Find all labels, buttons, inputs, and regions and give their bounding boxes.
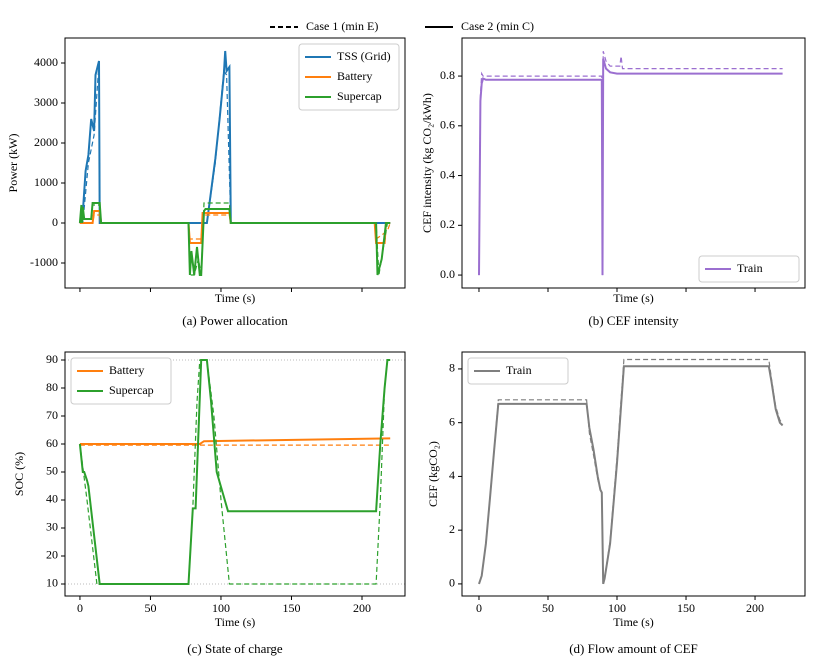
y-tick-label: 0.2 — [440, 217, 455, 231]
legend-label: Train — [506, 363, 532, 377]
y-tick-label: 20 — [46, 548, 58, 562]
x-tick-label: 100 — [212, 601, 230, 615]
y-tick-label: 60 — [46, 436, 58, 450]
series-line — [79, 214, 391, 241]
legend-label: Supercap — [337, 89, 382, 103]
y-tick-label: 8 — [449, 361, 455, 375]
y-axis-label: CEF intensity (kg CO₂/kWh) — [420, 93, 434, 233]
y-tick-label: 0 — [52, 215, 58, 229]
caption: (a) Power allocation — [182, 313, 288, 328]
panel: 10 20 30 40 50 60 70 80 90 0 50 100 150 200 Time (s) SO… — [12, 351, 406, 656]
series-line — [478, 51, 783, 276]
legend-box — [467, 357, 569, 385]
legend-label: Supercap — [109, 383, 154, 397]
y-axis-label: CEF (kgCO₂) — [426, 441, 440, 507]
x-tick-label: 200 — [746, 601, 764, 615]
x-tick-label: 100 — [608, 601, 626, 615]
legend-label: Case 2 (min C) — [461, 19, 534, 33]
y-tick-label: 30 — [46, 520, 58, 534]
y-tick-label: 2000 — [34, 135, 58, 149]
x-axis-label: Time (s) — [215, 615, 256, 629]
caption: (b) CEF intensity — [588, 313, 679, 328]
y-tick-label: 90 — [46, 352, 58, 366]
legend-label: Battery — [337, 69, 372, 83]
y-tick-label: 0.6 — [440, 118, 455, 132]
x-tick-label: 50 — [542, 601, 554, 615]
x-tick-label: 0 — [476, 601, 482, 615]
y-tick-label: 70 — [46, 408, 58, 422]
series-line — [78, 202, 391, 276]
series-line — [79, 50, 391, 224]
y-tick-label: 2 — [449, 522, 455, 536]
plot-frame — [461, 37, 806, 289]
legend-label: Battery — [109, 363, 144, 377]
panel: 0 2 4 6 8 0 50 100 150 200 Time (s) CEF (kgCO₂) (d) … — [426, 351, 806, 656]
series-line — [79, 359, 391, 585]
legend-label: Train — [737, 261, 763, 275]
y-tick-label: 0 — [449, 576, 455, 590]
legend-box — [298, 43, 400, 111]
series-line — [478, 358, 784, 585]
x-axis-label: Time (s) — [613, 291, 654, 305]
y-tick-label: 10 — [46, 576, 58, 590]
series-line — [79, 437, 391, 445]
series-line — [478, 365, 784, 585]
y-tick-label: 3000 — [34, 95, 58, 109]
x-axis-label: Time (s) — [215, 291, 256, 305]
plot-frame — [64, 351, 406, 597]
y-tick-label: 50 — [46, 464, 58, 478]
y-tick-label: 0.8 — [440, 68, 455, 82]
plot-frame — [461, 351, 806, 597]
y-tick-label: -1000 — [30, 255, 58, 269]
y-axis-label: SOC (%) — [12, 452, 26, 496]
plot-frame — [64, 37, 406, 289]
y-tick-label: 80 — [46, 380, 58, 394]
y-tick-label: 40 — [46, 492, 58, 506]
x-tick-label: 150 — [282, 601, 300, 615]
legend-box — [698, 255, 800, 283]
legend-box — [70, 357, 172, 405]
legend-label: Case 1 (min E) — [306, 19, 378, 33]
caption: (d) Flow amount of CEF — [569, 641, 698, 656]
y-tick-label: 0.0 — [440, 267, 455, 281]
x-tick-label: 0 — [77, 601, 83, 615]
y-tick-label: 6 — [449, 414, 455, 428]
y-tick-label: 4000 — [34, 55, 58, 69]
legend-label: TSS (Grid) — [337, 49, 391, 63]
panel: 0.0 0.2 0.4 0.6 0.8 Time (s) CEF intensity (kg… — [420, 37, 806, 328]
x-tick-label: 150 — [677, 601, 695, 615]
series-line — [79, 210, 391, 244]
caption: (c) State of charge — [187, 641, 283, 656]
series-line — [478, 58, 783, 276]
x-tick-label: 50 — [144, 601, 156, 615]
y-tick-label: 4 — [449, 468, 455, 482]
y-axis-label: Power (kW) — [6, 134, 20, 193]
y-tick-label: 0.4 — [440, 167, 455, 181]
x-axis-label: Time (s) — [613, 615, 654, 629]
y-tick-label: 1000 — [34, 175, 58, 189]
series-line — [79, 202, 391, 276]
panel: -1000 0 1000 2000 3000 4000 Time (s) Power (kW)… — [6, 37, 406, 328]
x-tick-label: 200 — [353, 601, 371, 615]
